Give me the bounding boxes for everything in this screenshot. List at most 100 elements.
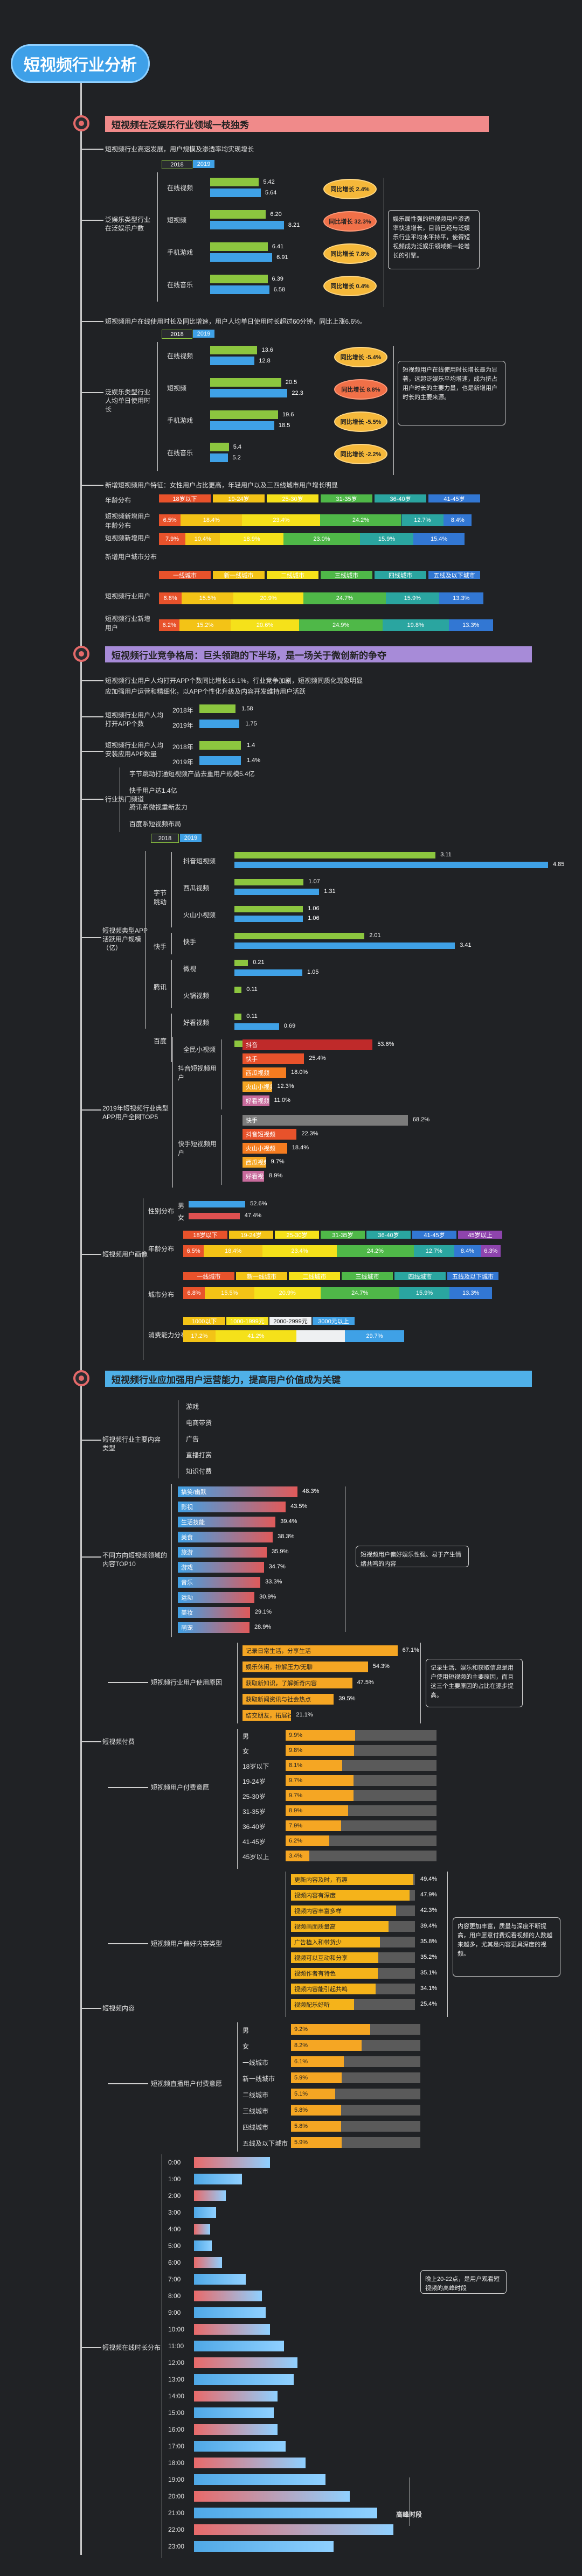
branch [81, 680, 103, 681]
top10-bar: 旅游 [178, 1547, 267, 1558]
age-legend-item: 31-35岁 [321, 494, 372, 502]
city2-fill: 5.8% [291, 2121, 341, 2132]
duration-group-label: 在线音乐 [167, 449, 193, 457]
hour-tick: 2:00 [168, 2192, 181, 2200]
city-label: 新增用户城市分布 [105, 553, 157, 561]
duration-group-label: 在线视频 [167, 352, 193, 360]
inc-label: 短视频付费 [102, 1738, 135, 1746]
cont-value: 49.4% [420, 1876, 438, 1882]
hour-bar [194, 2374, 294, 2385]
age-legend-item: 41-45岁 [412, 1231, 456, 1239]
use-bar: 获取新知识，了解新奇内容 [242, 1678, 352, 1688]
hour-bar [194, 2257, 222, 2268]
inc-fill: 9.7% [286, 1775, 354, 1786]
hour-bar [194, 2190, 226, 2201]
top10-label: 不同方向短视频领域的内容TOP10 [102, 1552, 168, 1568]
portrait-city-segment: 15.5% [205, 1287, 254, 1299]
age-row-segment: 15.4% [413, 533, 465, 545]
apps2-label: 短视频行业用户人均安装应用APP数量 [105, 742, 164, 758]
city-label-2: 城市分布 [148, 1291, 175, 1299]
hour-tick: 14:00 [168, 2392, 185, 2400]
app-value: 1.75 [245, 721, 257, 727]
hour-label: 短视频在线时长分布 [102, 2344, 161, 2351]
douyin-item-bar: 西瓜视频 [242, 1067, 286, 1078]
mau-value-2019: 4.85 [553, 861, 565, 868]
inc-name: 31-35岁 [242, 1808, 266, 1816]
value-2019: 5.64 [265, 190, 277, 196]
bracket [171, 960, 172, 1008]
hour-tick: 7:00 [168, 2275, 181, 2283]
branch [108, 1943, 148, 1944]
age-legend-item: 45岁以上 [458, 1231, 502, 1239]
city2-name: 五线及以下城市 [242, 2140, 288, 2147]
app-year: 2018年 [172, 743, 193, 751]
kuaishou-item-value: 18.4% [292, 1144, 309, 1151]
page-title: 短视频行业分析 [11, 44, 150, 83]
cont-bar: 更新内容及时，有趣 [291, 1874, 414, 1885]
bar-2018 [210, 346, 258, 354]
hot-item: 字节跳动打通短视频产品去重用户规模5.4亿 [129, 770, 255, 778]
app-bar [199, 704, 236, 713]
cont-track [396, 1905, 415, 1916]
mau-group-label: 快手 [154, 943, 167, 951]
city2-fill: 9.2% [291, 2024, 371, 2035]
hour-bar [194, 2224, 210, 2235]
branch [108, 2083, 148, 2084]
stack-label: 短视频行业新增用户 [105, 615, 151, 632]
cons-segment: 41.2% [216, 1330, 296, 1342]
branch [81, 149, 103, 150]
branch [81, 485, 103, 486]
mau-bar-2019 [234, 916, 303, 922]
age-legend-item: 36-40岁 [366, 1231, 411, 1239]
node-time: 泛娱乐类型行业在泛娱乐户数 [105, 216, 151, 232]
city-row-segment: 24.7% [303, 592, 386, 604]
branch [81, 321, 103, 322]
bracket [171, 933, 172, 954]
cont-value: 35.2% [420, 1954, 438, 1960]
hour-bar [194, 2341, 284, 2351]
section-title-3: 短视频行业应加强用户运营能力，提高用户价值成为关键 [105, 1371, 532, 1387]
mau-value-2018: 0.11 [246, 986, 258, 993]
value-2018: 6.41 [272, 243, 284, 250]
hour-tick: 23:00 [168, 2543, 185, 2550]
bar-2018 [210, 178, 259, 186]
mau-bar-2019 [234, 862, 548, 868]
growth-pill: 同比增长 -5.5% [334, 411, 387, 432]
branch [108, 1787, 148, 1788]
bar-2019 [210, 189, 261, 197]
portrait-city-segment: 15.9% [399, 1287, 450, 1299]
age-legend-item: 36-40岁 [375, 494, 426, 502]
kuaishou-item-bar: 西瓜视频 [242, 1157, 266, 1168]
comp-label: 2019年短视频行业典型APP用户全网TOP5 [102, 1105, 169, 1121]
douyin-item-bar: 好看视频 [242, 1095, 269, 1106]
city-legend-item: 三线城市 [321, 571, 372, 579]
top10-bar: 美妆 [178, 1607, 250, 1618]
use-value: 47.5% [357, 1679, 374, 1686]
cont-track [389, 1921, 415, 1932]
app-value: 1.4 [247, 742, 255, 749]
mau-app-name: 好看视频 [183, 1019, 210, 1027]
cons-label: 消费能力分布 [148, 1331, 188, 1339]
inc-track [286, 1851, 436, 1861]
top10-bar: 运动 [178, 1592, 255, 1603]
kuaishou-item-bar: 好看视频 [242, 1171, 265, 1182]
section-dot-3 [73, 1370, 89, 1386]
intro-3: 新增短视频用户特征：女性用户占比更高，年轻用户以及三四线城市用户增长明显 [105, 481, 338, 489]
note-top10: 短视频用户偏好娱乐性强、易于产生情绪共鸣的内容 [356, 1546, 469, 1567]
mau-app-name: 抖音短视频 [183, 857, 216, 865]
age-legend-item: 25-30岁 [267, 494, 318, 502]
city-row-segment: 24.9% [299, 619, 383, 631]
douyin-main-value: 53.6% [377, 1041, 394, 1048]
portrait-city-segment: 20.9% [254, 1287, 321, 1299]
value-2019: 6.91 [276, 254, 288, 261]
cont-track [410, 1890, 415, 1901]
douyin-item-value: 12.3% [277, 1083, 294, 1090]
top10-value: 35.9% [272, 1548, 289, 1555]
growth-pill: 同比增长 32.3% [323, 211, 377, 232]
hot-item: 快手用户达1.4亿 [129, 787, 177, 794]
city2-fill: 5.9% [291, 2137, 342, 2148]
bar-2019 [210, 285, 269, 294]
note-duration: 短视频用户在线使用时长增长最为显著，远超泛娱乐平均增速，成为挤占用户时长的主要力… [398, 361, 505, 425]
hour-tick: 0:00 [168, 2159, 181, 2166]
node-duration: 泛娱乐类型行业人均单日使用时长 [105, 388, 151, 413]
